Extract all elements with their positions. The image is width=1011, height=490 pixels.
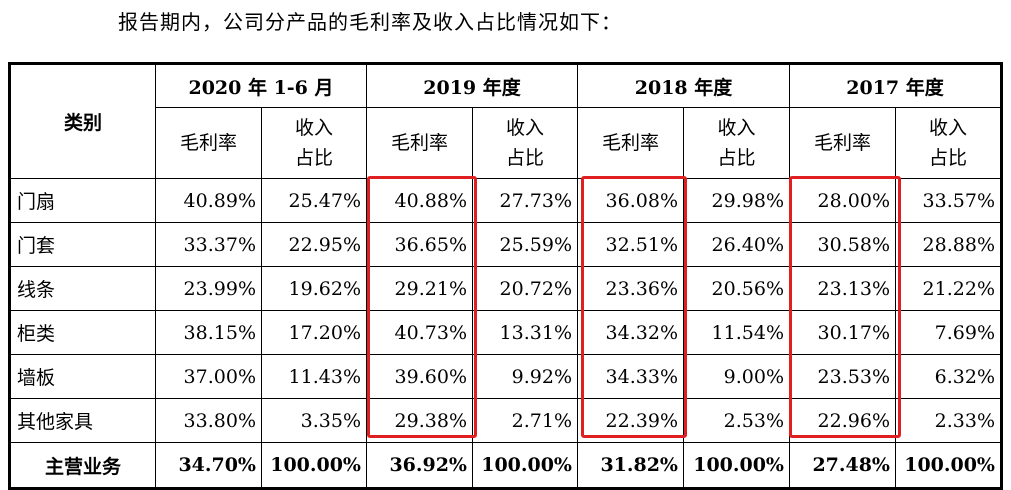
- margin-table: 类别 2020 年 1-6 月 2019 年度 2018 年度 2017 年度 …: [8, 62, 1003, 490]
- table-cell: 33.37%: [155, 222, 262, 267]
- table-cell: 11.54%: [683, 310, 790, 355]
- table-cell: 2.71%: [472, 398, 578, 443]
- margin-col-header: 毛利率: [366, 107, 473, 179]
- table-cell: 28.00%: [789, 178, 896, 223]
- period-header-2020h1: 2020 年 1-6 月: [155, 63, 367, 108]
- margin-col-header: 毛利率: [155, 107, 262, 179]
- period-header-2017: 2017 年度: [789, 63, 1002, 108]
- total-label: 主营业务: [9, 442, 156, 489]
- total-cell: 34.70%: [155, 442, 262, 489]
- table-cell: 36.08%: [577, 178, 684, 223]
- table-cell: 30.17%: [789, 310, 896, 355]
- table-cell: 30.58%: [789, 222, 896, 267]
- category-header: 类别: [9, 63, 156, 179]
- margin-col-header: 毛利率: [789, 107, 896, 179]
- table-cell: 27.73%: [472, 178, 578, 223]
- table-cell: 7.69%: [895, 310, 1002, 355]
- table-cell: 9.00%: [683, 354, 790, 399]
- period-header-2019: 2019 年度: [366, 63, 578, 108]
- table-cell: 33.80%: [155, 398, 262, 443]
- share-col-header: 收入 占比: [683, 107, 790, 179]
- highlight-box-2017: [789, 176, 901, 438]
- table-cell: 22.95%: [261, 222, 367, 267]
- table-cell: 2.33%: [895, 398, 1002, 443]
- row-category: 柜类: [9, 310, 156, 355]
- table-cell: 34.32%: [577, 310, 684, 355]
- share-col-header: 收入 占比: [895, 107, 1002, 179]
- table-cell: 6.32%: [895, 354, 1002, 399]
- total-cell: 100.00%: [895, 442, 1002, 489]
- table-cell: 2.53%: [683, 398, 790, 443]
- table-cell: 25.47%: [261, 178, 367, 223]
- table-cell: 23.13%: [789, 266, 896, 311]
- row-category: 门扇: [9, 178, 156, 223]
- table-cell: 11.43%: [261, 354, 367, 399]
- row-category: 门套: [9, 222, 156, 267]
- row-category: 其他家具: [9, 398, 156, 443]
- table-cell: 25.59%: [472, 222, 578, 267]
- table-cell: 37.00%: [155, 354, 262, 399]
- row-category: 墙板: [9, 354, 156, 399]
- row-category: 线条: [9, 266, 156, 311]
- margin-col-header: 毛利率: [577, 107, 684, 179]
- table-cell: 19.62%: [261, 266, 367, 311]
- total-cell: 31.82%: [577, 442, 684, 489]
- highlight-box-2018: [581, 176, 687, 438]
- total-row: 主营业务 34.70% 100.00% 36.92% 100.00% 31.82…: [9, 442, 1002, 489]
- table-cell: 20.56%: [683, 266, 790, 311]
- table-cell: 29.98%: [683, 178, 790, 223]
- share-col-header: 收入 占比: [472, 107, 578, 179]
- table-cell: 38.15%: [155, 310, 262, 355]
- intro-text: 报告期内，公司分产品的毛利率及收入占比情况如下：: [118, 10, 622, 34]
- table-cell: 33.57%: [895, 178, 1002, 223]
- total-cell: 100.00%: [683, 442, 790, 489]
- total-cell: 100.00%: [261, 442, 367, 489]
- table-cell: 23.53%: [789, 354, 896, 399]
- table-row: 墙板 37.00% 11.43% 39.60% 9.92% 34.33% 9.0…: [9, 354, 1002, 399]
- table-cell: 39.60%: [366, 354, 473, 399]
- table-cell: 9.92%: [472, 354, 578, 399]
- table-cell: 28.88%: [895, 222, 1002, 267]
- total-cell: 36.92%: [366, 442, 473, 489]
- total-cell: 27.48%: [789, 442, 896, 489]
- table-cell: 36.65%: [366, 222, 473, 267]
- table-row: 柜类 38.15% 17.20% 40.73% 13.31% 34.32% 11…: [9, 310, 1002, 355]
- table-row: 线条 23.99% 19.62% 29.21% 20.72% 23.36% 20…: [9, 266, 1002, 311]
- table-cell: 13.31%: [472, 310, 578, 355]
- table-cell: 23.99%: [155, 266, 262, 311]
- share-col-header: 收入 占比: [261, 107, 367, 179]
- table-cell: 34.33%: [577, 354, 684, 399]
- period-header-2018: 2018 年度: [577, 63, 790, 108]
- table-cell: 26.40%: [683, 222, 790, 267]
- table-cell: 20.72%: [472, 266, 578, 311]
- table-cell: 40.88%: [366, 178, 473, 223]
- table-cell: 3.35%: [261, 398, 367, 443]
- table-cell: 40.89%: [155, 178, 262, 223]
- table-cell: 17.20%: [261, 310, 367, 355]
- highlight-box-2019: [367, 176, 477, 438]
- total-cell: 100.00%: [472, 442, 578, 489]
- table-cell: 21.22%: [895, 266, 1002, 311]
